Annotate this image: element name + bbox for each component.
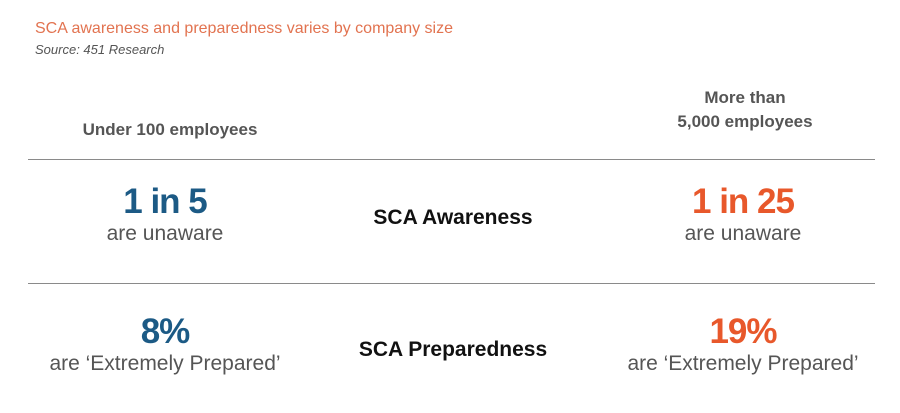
header-over-5000-line1: More than xyxy=(704,88,786,107)
divider xyxy=(28,283,875,284)
preparedness-large-value: 19% xyxy=(709,312,777,351)
preparedness-large-sub: are ‘Extremely Prepared’ xyxy=(627,352,859,375)
awareness-large-value: 1 in 25 xyxy=(692,182,795,221)
preparedness-small: 8% are ‘Extremely Prepared’ xyxy=(5,313,325,377)
header-over-5000: More than 5,000 employees xyxy=(595,86,895,134)
preparedness-small-value: 8% xyxy=(140,312,191,351)
header-over-5000-line2: 5,000 employees xyxy=(677,112,813,131)
row-label-preparedness: SCA Preparedness xyxy=(358,338,548,361)
awareness-small-sub: are unaware xyxy=(106,222,224,245)
preparedness-small-sub: are ‘Extremely Prepared’ xyxy=(49,352,281,375)
awareness-large: 1 in 25 are unaware xyxy=(583,183,900,247)
preparedness-large: 19% are ‘Extremely Prepared’ xyxy=(583,313,900,377)
divider xyxy=(28,159,875,160)
awareness-small: 1 in 5 are unaware xyxy=(5,183,325,247)
row-label-awareness: SCA Awareness xyxy=(373,206,533,229)
awareness-small-value: 1 in 5 xyxy=(123,182,207,221)
awareness-large-sub: are unaware xyxy=(684,222,802,245)
source-note: Source: 451 Research xyxy=(35,42,165,57)
chart-title: SCA awareness and preparedness varies by… xyxy=(35,20,453,37)
header-under-100: Under 100 employees xyxy=(82,120,258,139)
